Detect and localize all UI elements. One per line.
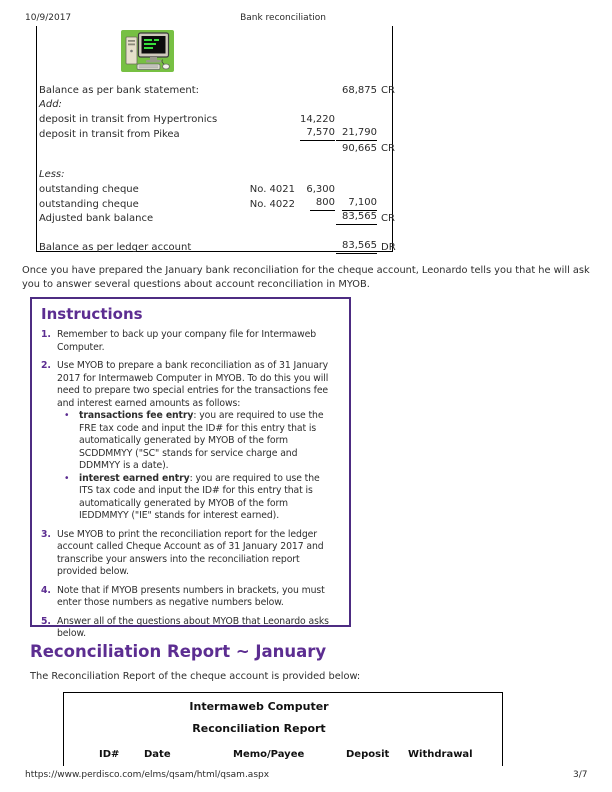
instruction-item: 3. Use MYOB to print the reconciliation …	[32, 529, 349, 579]
report-title: Reconciliation Report	[192, 722, 326, 735]
row-amount: 6,300	[306, 183, 335, 195]
reconciliation-report-box: Intermaweb Computer Reconciliation Repor…	[63, 692, 503, 766]
row-label: Add:	[39, 99, 62, 110]
row-ref: No. 4022	[249, 198, 295, 210]
report-intro: The Reconciliation Report of the cheque …	[30, 671, 361, 682]
bullet-text: : you are required to use the ITS tax co…	[79, 472, 320, 522]
table-row: deposit in transit from Pikea 7,570 21,7…	[39, 126, 392, 141]
row-label: Balance as per bank statement:	[39, 84, 200, 96]
table-row: Balance as per bank statement: 68,875 CR	[39, 82, 395, 97]
instruction-item: 1. Remember to back up your company file…	[32, 329, 349, 354]
row-amount: 68,875	[342, 84, 377, 96]
table-row: 90,665 CR	[39, 140, 395, 155]
bullet-text: : you are required to use the FRE tax co…	[79, 410, 324, 471]
bank-reconciliation-table: Balance as per bank statement: 68,875 CR…	[36, 26, 396, 254]
table-row: Balance as per ledger account 83,565 DR	[39, 239, 396, 254]
row-amount: 90,665	[342, 142, 377, 154]
column-header-deposit: Deposit	[346, 749, 390, 760]
item-text: Use MYOB to print the reconciliation rep…	[57, 528, 324, 578]
column-header-id: ID#	[99, 749, 120, 760]
company-name: Intermaweb Computer	[189, 700, 329, 713]
row-label: outstanding cheque	[39, 198, 139, 210]
table-row: Adjusted bank balance 83,565 CR	[39, 210, 395, 225]
row-label: Adjusted bank balance	[39, 213, 154, 224]
bullet-list: • transactions fee entry: you are requir…	[57, 410, 333, 523]
footer-page-number: 3/7	[573, 770, 588, 780]
bullet-item: • transactions fee entry: you are requir…	[57, 410, 333, 473]
row-amount: 21,790	[336, 126, 377, 141]
row-amount: 800	[309, 196, 335, 211]
row-amount: 83,565	[336, 239, 377, 254]
row-spacer	[39, 225, 392, 239]
table-row: Less:	[39, 167, 392, 182]
bullet-dot-icon: •	[64, 410, 70, 421]
print-title: Bank reconciliation	[240, 13, 326, 23]
row-amount: 7,570	[300, 126, 335, 141]
row-amount: 83,565	[336, 210, 377, 225]
footer-url: https://www.perdisco.com/elms/qsam/html/…	[25, 770, 270, 780]
item-number: 1.	[41, 329, 51, 340]
report-heading: Reconciliation Report ~ January	[30, 642, 327, 661]
instruction-item: 2. Use MYOB to prepare a bank reconcilia…	[32, 360, 349, 523]
instruction-item: 4. Note that if MYOB presents numbers in…	[32, 585, 349, 610]
row-amount: 7,100	[342, 196, 377, 211]
bullet-bold: transactions fee entry	[79, 410, 194, 421]
row-marker: CR	[381, 84, 395, 96]
print-date: 10/9/2017	[25, 13, 72, 23]
item-number: 5.	[41, 615, 51, 627]
row-label: deposit in transit from Hypertronics	[39, 113, 218, 125]
instruction-item: 5. Answer all of the questions about MYO…	[32, 616, 349, 641]
table-row: outstanding cheque No. 4021 6,300	[39, 181, 392, 196]
item-number: 2.	[41, 360, 51, 371]
table-row: outstanding cheque No. 4022 800 7,100	[39, 196, 392, 211]
row-label: Less:	[39, 169, 65, 180]
item-text: Remember to back up your company file fo…	[57, 329, 317, 353]
column-header-withdrawal: Withdrawal	[408, 749, 473, 760]
instructions-box: Instructions 1. Remember to back up your…	[30, 297, 351, 639]
row-marker: CR	[381, 213, 395, 224]
computer-icon	[121, 30, 174, 72]
bullet-item: • interest earned entry: you are require…	[57, 473, 333, 523]
bullet-bold: interest earned entry	[79, 472, 190, 484]
column-header-date: Date	[144, 749, 171, 760]
row-label: outstanding cheque	[39, 183, 139, 195]
table-row: deposit in transit from Hypertronics 14,…	[39, 111, 392, 126]
row-marker: CR	[381, 142, 395, 154]
item-number: 3.	[41, 528, 51, 540]
row-marker: DR	[381, 241, 396, 253]
item-number: 4.	[41, 584, 51, 596]
item-text: Answer all of the questions about MYOB t…	[57, 615, 329, 640]
row-label: deposit in transit from Pikea	[39, 128, 180, 140]
item-text: Note that if MYOB presents numbers in br…	[57, 584, 325, 609]
row-spacer	[39, 155, 392, 167]
table-row: Add:	[39, 97, 392, 112]
column-header-memo: Memo/Payee	[233, 749, 305, 760]
row-amount: 14,220	[300, 113, 335, 125]
intro-paragraph: Once you have prepared the January bank …	[22, 265, 590, 290]
row-ref: No. 4021	[249, 183, 295, 195]
bullet-dot-icon: •	[64, 472, 70, 484]
row-label: Balance as per ledger account	[39, 241, 192, 253]
item-text: Use MYOB to prepare a bank reconciliatio…	[57, 360, 329, 409]
instructions-title: Instructions	[41, 305, 143, 323]
